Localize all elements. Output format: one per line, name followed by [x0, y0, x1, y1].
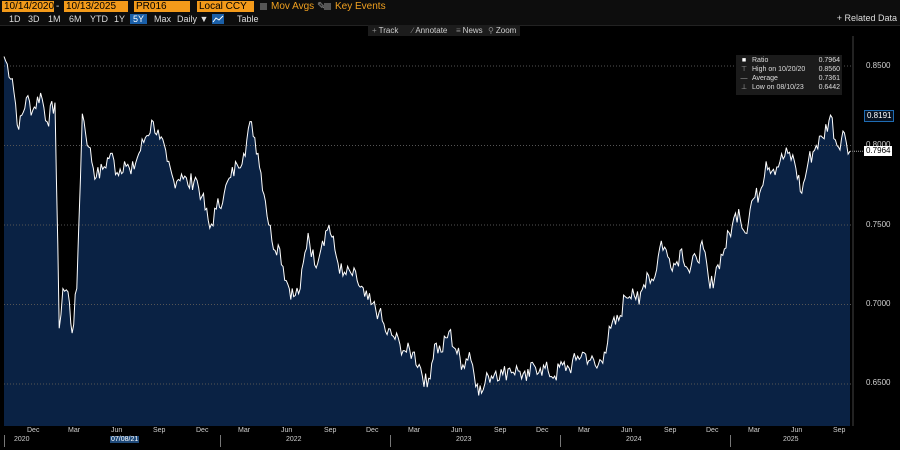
range-1d-button[interactable]: 1D [9, 14, 21, 24]
y-tick-label: 0.7000 [866, 299, 891, 308]
range-5y-button[interactable]: 5Y [130, 14, 148, 24]
x-month-label: Dec [27, 427, 40, 434]
legend-ratio-row[interactable]: ■ Ratio 0.7964 [740, 57, 840, 65]
x-month-label: Sep [664, 427, 677, 434]
range-1m-button[interactable]: 1M [48, 14, 61, 24]
top-toolbar: 10/14/2020 - 10/13/2025 PR016 Local CCY … [0, 0, 900, 13]
frequency-dropdown[interactable]: Daily ▼ [177, 14, 209, 24]
end-date-field[interactable]: 10/13/2025 [64, 1, 128, 12]
track-tool[interactable]: + Track [372, 25, 398, 36]
x-month-label: Mar [408, 427, 421, 434]
annotate-icon: ∕ [412, 26, 414, 35]
y-tick-label: 0.6500 [866, 378, 891, 387]
currency-select[interactable]: Local CCY [197, 1, 254, 12]
x-month-label: Dec [196, 427, 209, 434]
x-year-label: 2020 [14, 436, 30, 443]
legend-ratio-label: Ratio [752, 57, 769, 64]
date-separator: - [56, 1, 60, 12]
range-max-button[interactable]: Max [154, 14, 172, 24]
range-6m-button[interactable]: 6M [69, 14, 82, 24]
x-month-label: Dec [366, 427, 379, 434]
x-year-label: 2024 [626, 436, 642, 443]
chart-svg [3, 36, 864, 426]
legend-low-label: Low on 08/10/23 [752, 84, 804, 91]
ticker-field[interactable]: PR016 [134, 1, 190, 12]
x-month-label: Mar [578, 427, 591, 434]
x-month-label: Dec [536, 427, 549, 434]
x-month-label: Dec [706, 427, 719, 434]
annotate-tool[interactable]: ∕ Annotate [412, 25, 447, 36]
table-button[interactable]: Table [237, 14, 259, 24]
x-month-label: Jun [621, 427, 633, 434]
related-data-button[interactable]: + Related Data [836, 13, 897, 23]
zoom-tool[interactable]: ⚲ Zoom [488, 25, 516, 36]
x-month-label: Jun [281, 427, 293, 434]
x-year-label: 2025 [783, 436, 799, 443]
legend-box: ■ Ratio 0.7964 ⊤ High on 10/20/20 0.8560… [736, 55, 842, 95]
pencil-icon[interactable]: ✎ [316, 1, 326, 12]
annotate-label: Annotate [415, 26, 448, 35]
mov-avgs-checkbox[interactable] [260, 2, 267, 10]
recent-high-tag: 0.8191 [864, 110, 895, 122]
legend-ratio-value: 0.7964 [818, 57, 840, 64]
series-line[interactable] [3, 56, 851, 396]
legend-low-row: ⊥ Low on 08/10/23 0.6442 [740, 84, 840, 92]
mov-avgs-toggle[interactable]: Mov Avgs ✎ [260, 1, 325, 12]
zoom-label: Zoom [495, 26, 517, 35]
high-marker-icon: ⊤ [740, 66, 748, 73]
legend-average-value: 0.7361 [818, 75, 840, 82]
cursor-date-label: 07/08/21 [110, 436, 140, 443]
x-month-label: Jun [791, 427, 803, 434]
chart-type-icon[interactable] [212, 14, 224, 24]
price-chart[interactable] [0, 36, 900, 426]
y-tick-label: 0.8500 [866, 61, 891, 70]
chart-tools-bar: + Track ∕ Annotate ≡ News ⚲ Zoom [368, 25, 520, 36]
x-month-label: Sep [833, 427, 846, 434]
x-month-label: Mar [68, 427, 81, 434]
x-year-label: 2023 [456, 436, 472, 443]
key-events-label: Key Events [335, 1, 386, 12]
x-month-label: Sep [494, 427, 507, 434]
legend-high-label: High on 10/20/20 [752, 66, 806, 73]
legend-low-value: 0.6442 [818, 84, 840, 91]
last-value-tag: 0.7964 [864, 146, 893, 156]
series-area [4, 56, 850, 426]
range-1y-button[interactable]: 1Y [114, 14, 126, 24]
x-month-label: Sep [153, 427, 166, 434]
key-events-checkbox[interactable] [324, 2, 331, 10]
x-month-label: Jun [451, 427, 463, 434]
zoom-icon: ⚲ [488, 26, 494, 35]
track-label: Track [378, 26, 399, 35]
x-axis: Dec Mar Jun Sep Dec Mar Jun Sep Dec Mar … [0, 426, 900, 450]
news-label: News [462, 26, 483, 35]
average-marker-icon: — [740, 75, 748, 82]
x-month-label: Jun [111, 427, 123, 434]
range-ytd-button[interactable]: YTD [90, 14, 108, 24]
range-3d-button[interactable]: 3D [28, 14, 40, 24]
y-tick-label: 0.7500 [866, 220, 891, 229]
x-month-label: Mar [748, 427, 761, 434]
news-tool[interactable]: ≡ News [456, 25, 483, 36]
low-marker-icon: ⊥ [740, 84, 748, 91]
crosshair-icon: + [372, 26, 377, 35]
legend-average-row: — Average 0.7361 [740, 75, 841, 83]
start-date-field[interactable]: 10/14/2020 [2, 1, 55, 12]
legend-high-value: 0.8560 [818, 66, 840, 73]
x-year-label: 2022 [286, 436, 302, 443]
y-tick-label: 0.8000 [866, 140, 891, 149]
white-square-icon: ■ [741, 57, 747, 64]
x-month-label: Mar [238, 427, 251, 434]
legend-high-row: ⊤ High on 10/20/20 0.8560 [740, 66, 840, 74]
legend-average-label: Average [752, 75, 778, 82]
x-month-label: Sep [324, 427, 337, 434]
news-icon: ≡ [456, 26, 461, 35]
key-events-toggle[interactable]: Key Events [324, 1, 386, 12]
mov-avgs-label: Mov Avgs [271, 1, 315, 12]
